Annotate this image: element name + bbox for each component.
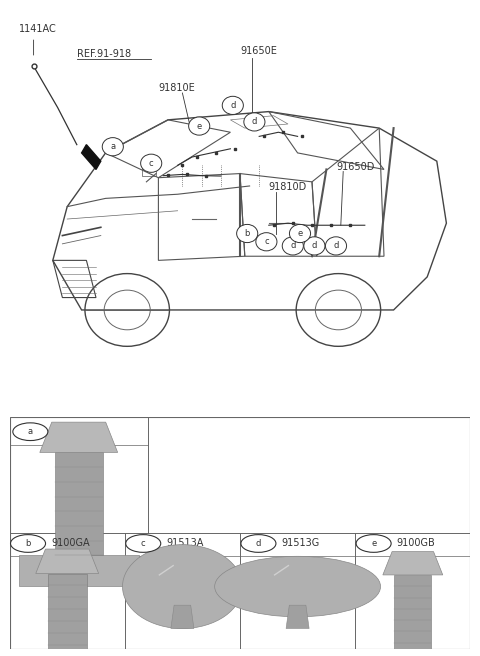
Text: 9100GB: 9100GB [396, 539, 435, 548]
Polygon shape [82, 145, 101, 169]
Polygon shape [55, 453, 103, 556]
Text: 91650E: 91650E [240, 46, 277, 56]
Text: e: e [298, 229, 302, 238]
Text: d: d [256, 539, 261, 548]
Circle shape [141, 154, 162, 173]
Text: 91810E: 91810E [158, 83, 195, 93]
Text: c: c [264, 237, 269, 246]
Text: d: d [312, 241, 317, 251]
Circle shape [189, 117, 210, 135]
Text: REF.91-918: REF.91-918 [77, 49, 131, 59]
Polygon shape [171, 605, 194, 628]
Circle shape [126, 535, 161, 552]
Circle shape [325, 237, 347, 255]
Circle shape [13, 423, 48, 441]
Circle shape [282, 237, 303, 255]
Circle shape [356, 535, 391, 552]
Text: 91513G: 91513G [281, 539, 320, 548]
Text: d: d [333, 241, 339, 251]
Text: e: e [197, 121, 202, 131]
Polygon shape [40, 422, 118, 453]
Polygon shape [383, 552, 443, 575]
Circle shape [237, 224, 258, 243]
Polygon shape [395, 575, 431, 654]
Text: a: a [28, 427, 33, 436]
Text: d: d [230, 101, 236, 110]
Circle shape [241, 535, 276, 552]
Text: c: c [149, 159, 154, 168]
Ellipse shape [122, 544, 242, 628]
Text: 9100GA: 9100GA [51, 539, 90, 548]
Text: 91810D: 91810D [269, 182, 307, 192]
Text: a: a [110, 142, 115, 152]
Circle shape [304, 237, 325, 255]
Text: e: e [371, 539, 376, 548]
Text: b: b [25, 539, 31, 548]
Text: d: d [252, 117, 257, 127]
Polygon shape [19, 556, 139, 586]
Circle shape [11, 535, 46, 552]
Circle shape [222, 96, 243, 115]
Text: d: d [290, 241, 296, 251]
Circle shape [102, 138, 123, 156]
Circle shape [244, 113, 265, 131]
Text: 91650D: 91650D [336, 161, 374, 171]
Text: 9100GD: 9100GD [58, 426, 97, 437]
Circle shape [289, 224, 311, 243]
Polygon shape [36, 549, 99, 573]
Polygon shape [48, 573, 86, 656]
Text: 1141AC: 1141AC [19, 24, 57, 34]
Polygon shape [286, 605, 309, 628]
Ellipse shape [215, 556, 381, 617]
Text: b: b [244, 229, 250, 238]
Circle shape [256, 233, 277, 251]
Text: c: c [141, 539, 145, 548]
Text: 91513A: 91513A [166, 539, 204, 548]
